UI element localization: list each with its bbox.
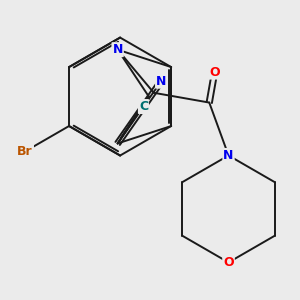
Text: C: C xyxy=(139,100,148,113)
Text: O: O xyxy=(209,66,220,79)
Text: O: O xyxy=(223,256,234,269)
Text: N: N xyxy=(223,149,234,162)
Text: Br: Br xyxy=(17,145,33,158)
Text: N: N xyxy=(112,43,123,56)
Text: N: N xyxy=(156,75,166,88)
